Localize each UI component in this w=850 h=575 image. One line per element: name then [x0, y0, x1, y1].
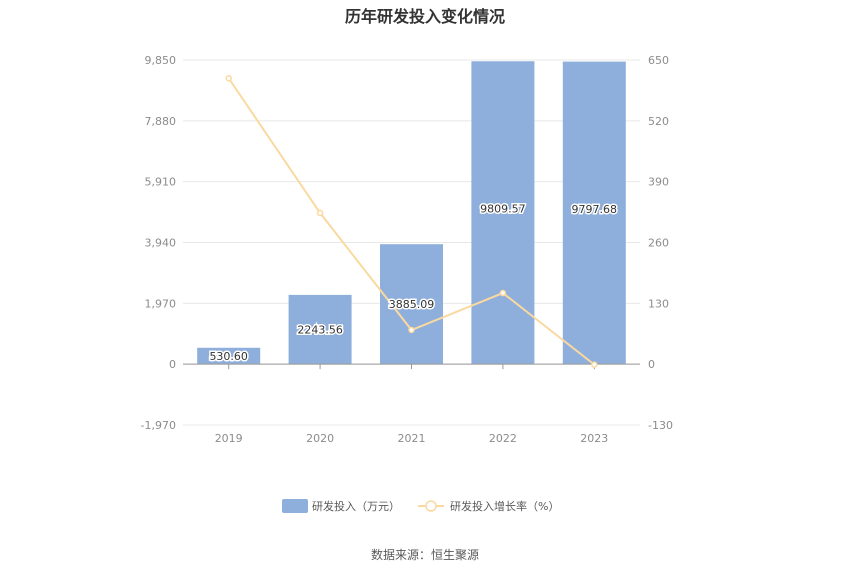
data-labels: 530.60 2243.56 3885.09 9809.57 9797.68	[208, 201, 619, 364]
legend-bar-swatch[interactable]	[282, 499, 308, 513]
line-series	[225, 75, 598, 368]
chart-title: 历年研发投入变化情况	[344, 7, 505, 26]
legend-bar-label[interactable]: 研发投入（万元）	[312, 499, 400, 513]
bar-value-label: 9809.57	[480, 203, 526, 216]
y-left-tick-label: 1,970	[145, 297, 177, 310]
bar-value-label: 530.60	[209, 350, 248, 363]
legend-line-marker[interactable]	[425, 500, 437, 512]
x-axis: 2019 2020 2021 2022 2023	[183, 363, 640, 445]
y-right-tick-label: 650	[648, 54, 669, 67]
x-tick-label: 2023	[580, 432, 608, 445]
line-point[interactable]	[591, 361, 598, 368]
bar-value-label: 9797.68	[572, 203, 618, 216]
y-right-tick-label: 130	[648, 297, 669, 310]
y-axis-left: -1,970 0 1,970 3,940 5,910 7,880 9,850	[141, 54, 176, 432]
y-right-tick-label: 390	[648, 176, 669, 189]
bar[interactable]	[471, 61, 535, 365]
y-right-tick-label: -130	[648, 419, 673, 432]
legend: 研发投入（万元） 研发投入增长率（%）	[282, 499, 559, 513]
line-point[interactable]	[316, 209, 324, 217]
legend-line-label[interactable]: 研发投入增长率（%）	[450, 499, 559, 513]
x-tick-label: 2022	[489, 432, 517, 445]
x-tick-label: 2019	[215, 432, 243, 445]
data-source: 数据来源：恒生聚源	[370, 548, 479, 562]
bar-value-label: 3885.09	[389, 298, 435, 311]
line-point[interactable]	[225, 75, 232, 82]
y-right-tick-label: 520	[648, 115, 669, 128]
bar-series	[197, 61, 626, 365]
bar-value-label: 2243.56	[297, 324, 343, 337]
x-tick-label: 2021	[398, 432, 426, 445]
y-left-tick-label: 9,850	[145, 54, 177, 67]
y-left-tick-label: 3,940	[145, 237, 177, 250]
bar[interactable]	[197, 347, 261, 365]
y-left-tick-label: 0	[169, 358, 176, 371]
y-left-tick-label: -1,970	[141, 419, 176, 432]
bar[interactable]	[562, 61, 626, 365]
y-axis-right: -130 0 130 260 390 520 650	[648, 54, 673, 432]
y-right-tick-label: 0	[648, 358, 655, 371]
bar[interactable]	[288, 294, 352, 365]
y-left-tick-label: 5,910	[145, 176, 177, 189]
line-point[interactable]	[408, 326, 415, 334]
line-point[interactable]	[499, 289, 507, 297]
y-right-tick-label: 260	[648, 237, 669, 250]
y-left-tick-label: 7,880	[145, 115, 177, 128]
x-tick-label: 2020	[306, 432, 334, 445]
